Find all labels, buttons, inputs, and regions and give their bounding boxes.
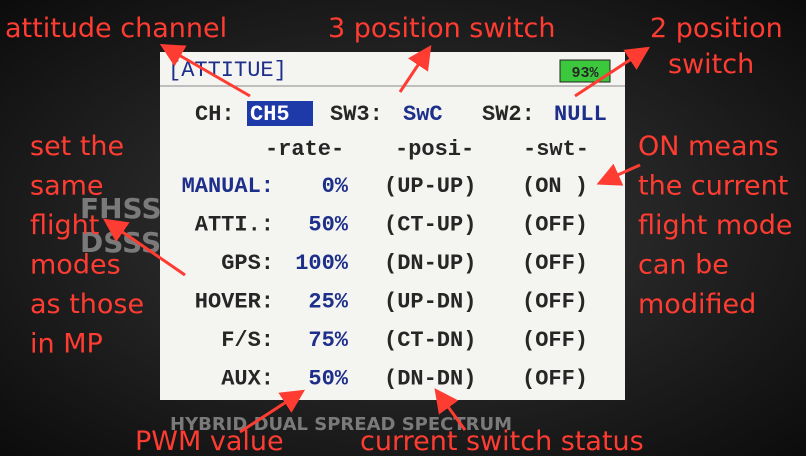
annotation: set the [30,131,124,162]
sw2-value: NULL [554,102,607,127]
switch-value: (ON ) [522,174,588,199]
rate-value: 0% [322,174,349,199]
position-value: (CT-DN) [384,328,476,353]
switch-value: (OFF) [522,251,588,276]
switch-value: (OFF) [522,328,588,353]
mode-name: HOVER: [195,290,274,315]
rate-value: 50% [308,367,348,392]
position-value: (UP-UP) [384,174,476,199]
annotation: same [30,171,104,202]
annotation: as those [30,289,144,320]
annotation: flight mode [638,210,793,241]
ch-label: CH: [195,102,235,127]
sw3-label: SW3: [330,102,383,127]
annotation: current switch status [360,426,644,456]
mode-name: GPS: [221,251,274,276]
screenshot: FHSS DSSS HYBRID DUAL SPREAD SPECTRUM [A… [0,0,806,456]
annotation: the current [638,171,788,202]
mode-name: MANUAL: [182,174,274,199]
sw2-label: SW2: [482,102,535,127]
annotation: attitude channel [5,13,227,44]
position-value: (DN-DN) [384,367,476,392]
position-value: (DN-UP) [384,251,476,276]
rate-value: 100% [295,251,349,276]
annotation: switch [668,49,754,80]
annotation: can be [638,250,729,281]
mode-name: F/S: [221,328,274,353]
screen-title: [ATTITUE] [168,58,287,83]
annotation: 2 position [650,13,783,44]
column-header: -rate- [265,137,344,162]
position-value: (UP-DN) [384,290,476,315]
rate-value: 25% [308,290,348,315]
annotation: in MP [30,329,103,360]
annotation: 3 position switch [328,13,555,44]
battery-level: 93% [571,65,599,82]
mode-name: ATTI.: [195,213,274,238]
annotation: modified [638,289,756,320]
annotation: PWM value [135,426,284,456]
column-header: -posi- [395,137,474,162]
annotation: flight [30,210,99,241]
annotation: ON means [638,131,779,162]
position-value: (CT-UP) [384,213,476,238]
rate-value: 50% [308,213,348,238]
switch-value: (OFF) [522,367,588,392]
annotation: modes [30,250,121,281]
switch-value: (OFF) [522,290,588,315]
switch-value: (OFF) [522,213,588,238]
sw3-value: SwC [403,102,443,127]
mode-name: AUX: [221,367,274,392]
column-header: -swt- [523,137,589,162]
rate-value: 75% [308,328,348,353]
ch-value: CH5 [250,102,290,127]
